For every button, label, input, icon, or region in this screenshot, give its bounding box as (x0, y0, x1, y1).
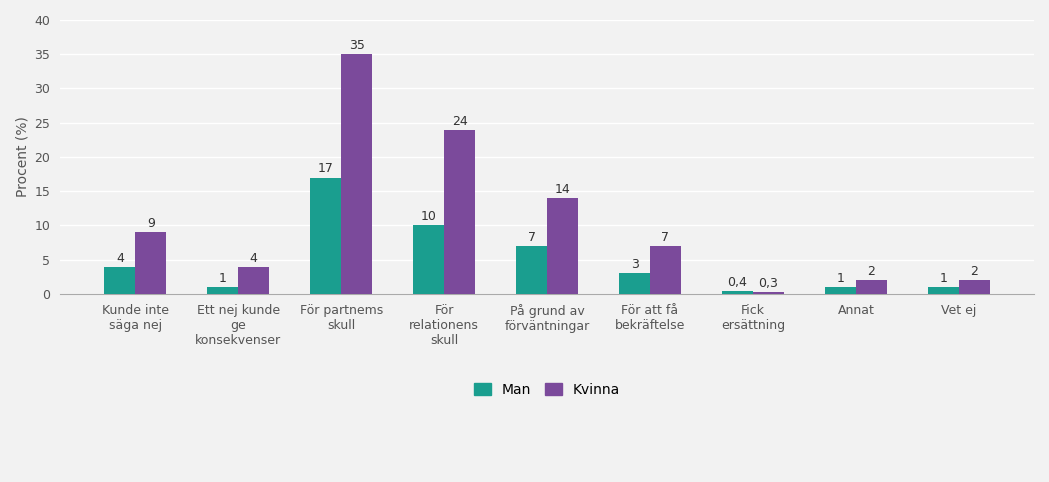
Bar (516, 246, 548, 294)
Text: 7: 7 (662, 231, 669, 244)
Text: 2: 2 (970, 265, 979, 278)
Bar (208, 287, 238, 294)
Text: 0,3: 0,3 (758, 277, 778, 290)
Text: 7: 7 (528, 231, 536, 244)
Text: 1: 1 (219, 272, 227, 285)
Text: 24: 24 (452, 115, 468, 128)
Text: 4: 4 (250, 252, 258, 265)
Bar (722, 291, 753, 294)
Bar (413, 226, 444, 294)
Bar (856, 280, 886, 294)
Bar (135, 232, 166, 294)
Bar (311, 177, 341, 294)
Legend: Man, Kvinna: Man, Kvinna (469, 377, 625, 402)
Text: 3: 3 (630, 258, 639, 271)
Bar (825, 287, 856, 294)
Y-axis label: Procent (%): Procent (%) (15, 117, 29, 198)
Bar (753, 292, 784, 294)
Bar (341, 54, 372, 294)
Bar (650, 246, 681, 294)
Bar (238, 267, 270, 294)
Text: 10: 10 (421, 211, 436, 224)
Text: 17: 17 (318, 162, 334, 175)
Text: 2: 2 (868, 265, 875, 278)
Bar (548, 198, 578, 294)
Text: 35: 35 (348, 39, 365, 52)
Text: 14: 14 (555, 183, 571, 196)
Text: 9: 9 (147, 217, 154, 230)
Text: 0,4: 0,4 (728, 276, 748, 289)
Bar (959, 280, 990, 294)
Text: 4: 4 (116, 252, 124, 265)
Bar (928, 287, 959, 294)
Bar (619, 273, 650, 294)
Bar (105, 267, 135, 294)
Text: 1: 1 (940, 272, 947, 285)
Text: 1: 1 (836, 272, 844, 285)
Bar (444, 130, 475, 294)
